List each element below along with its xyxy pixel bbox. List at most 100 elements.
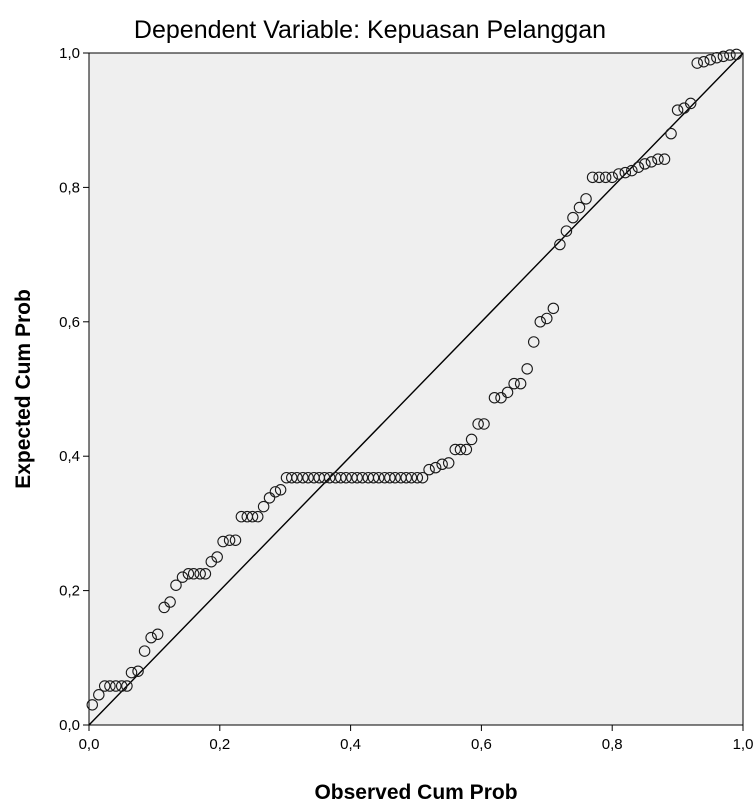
data-point: [639, 158, 651, 170]
data-point: [405, 471, 418, 484]
data-point: [730, 48, 743, 61]
data-point: [593, 171, 605, 184]
data-point: [423, 463, 435, 476]
data-point: [110, 680, 122, 692]
data-point: [534, 316, 547, 328]
data-point: [429, 461, 442, 474]
chart-title: Dependent Variable: Kepuasan Pelanggan: [134, 16, 606, 44]
data-point: [211, 551, 223, 563]
data-point: [711, 51, 723, 64]
data-point: [356, 471, 369, 484]
data-point: [632, 161, 645, 173]
data-point: [411, 471, 424, 484]
data-point: [684, 97, 697, 110]
data-point: [372, 471, 385, 484]
data-point: [340, 471, 352, 484]
data-point: [508, 377, 520, 390]
x-axis: 0,0 0,2 0,4 0,6 0,8 1,0: [79, 725, 754, 753]
data-point: [86, 699, 99, 711]
data-point: [384, 471, 396, 484]
data-point: [323, 471, 336, 484]
data-point: [98, 680, 111, 692]
data-point: [176, 571, 189, 583]
data-point: [335, 471, 347, 484]
data-point: [389, 471, 401, 484]
data-point: [698, 55, 710, 68]
data-points: [86, 48, 743, 711]
data-point: [645, 156, 658, 168]
data-point: [586, 171, 599, 184]
data-point: [626, 164, 638, 177]
x-tick-label: 0,6: [471, 736, 492, 753]
x-tick-label: 0,4: [340, 736, 361, 753]
data-point: [606, 171, 618, 184]
data-point: [138, 645, 151, 657]
data-point: [478, 418, 490, 430]
y-axis-label: Expected Cum Prob: [12, 289, 35, 489]
data-point: [164, 596, 176, 608]
data-point: [541, 312, 553, 325]
data-point: [125, 666, 138, 679]
data-point: [599, 171, 612, 184]
data-point: [297, 471, 309, 484]
data-point: [121, 680, 133, 692]
y-tick-label: 0,0: [59, 717, 80, 734]
data-point: [182, 568, 195, 580]
data-point: [671, 104, 684, 116]
data-point: [257, 500, 270, 513]
data-point: [274, 484, 287, 496]
data-point: [560, 225, 573, 237]
data-point: [115, 680, 128, 692]
x-axis-label: Observed Cum Prob: [314, 781, 517, 804]
data-point: [704, 53, 717, 66]
data-point: [318, 471, 331, 484]
y-tick-label: 1,0: [59, 45, 80, 62]
x-tick-label: 0,2: [209, 736, 230, 753]
data-point: [612, 168, 625, 180]
data-point: [132, 665, 144, 677]
data-point: [246, 510, 259, 523]
data-point: [460, 443, 473, 456]
data-point: [302, 471, 314, 484]
data-point: [263, 492, 276, 504]
data-point: [514, 377, 527, 390]
data-point: [619, 166, 632, 179]
data-point: [717, 50, 730, 63]
data-point: [199, 568, 212, 580]
data-point: [217, 535, 229, 548]
data-point: [724, 49, 736, 61]
data-point: [436, 458, 448, 471]
data-point: [351, 471, 363, 484]
data-point: [488, 391, 501, 404]
data-point: [170, 579, 182, 591]
data-point: [187, 568, 200, 580]
y-tick-label: 0,2: [59, 583, 80, 600]
data-point: [554, 238, 566, 251]
y-tick-label: 0,6: [59, 314, 80, 331]
data-point: [465, 433, 478, 446]
data-point: [658, 153, 671, 165]
data-point: [442, 457, 455, 469]
data-point: [472, 418, 484, 430]
x-tick-label: 1,0: [733, 736, 754, 753]
data-point: [285, 471, 298, 484]
data-point: [449, 443, 461, 456]
y-tick-label: 0,4: [59, 448, 80, 465]
data-point: [665, 127, 677, 140]
data-point: [521, 363, 533, 375]
data-point: [400, 471, 412, 484]
data-point: [223, 534, 236, 546]
data-point: [573, 201, 586, 214]
data-point: [145, 631, 157, 644]
y-tick-label: 0,8: [59, 179, 80, 196]
data-point: [194, 568, 206, 580]
data-point: [691, 57, 703, 69]
y-axis: 0,0 0,2 0,4 0,6 0,8 1,0: [59, 45, 89, 734]
data-point: [235, 510, 248, 523]
data-point: [251, 510, 264, 523]
data-point: [269, 486, 282, 498]
data-point: [527, 336, 540, 348]
data-point: [454, 443, 467, 456]
data-point: [652, 153, 664, 165]
